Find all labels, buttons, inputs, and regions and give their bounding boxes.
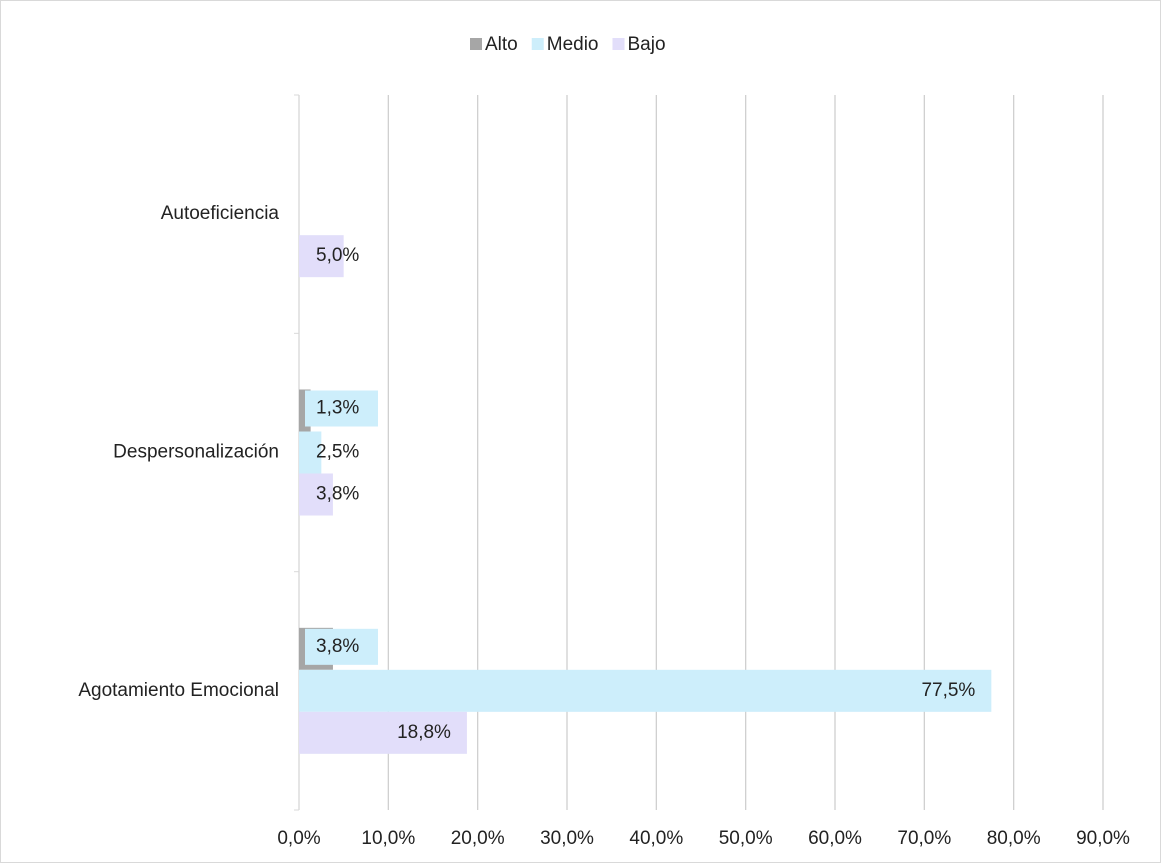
- x-tick-label: 30,0%: [540, 828, 594, 849]
- x-tick-label: 80,0%: [987, 828, 1041, 849]
- data-label: 18,8%: [397, 722, 451, 743]
- bar: [299, 669, 992, 712]
- bar: [299, 711, 467, 754]
- y-tick-label: Despersonalización: [113, 442, 279, 463]
- bar: [299, 431, 322, 474]
- x-tick-label: 60,0%: [808, 828, 862, 849]
- x-tick-label: 90,0%: [1076, 828, 1130, 849]
- legend-label: Bajo: [628, 34, 666, 55]
- x-tick-label: 20,0%: [451, 828, 505, 849]
- data-label: 3,8%: [316, 636, 359, 657]
- data-label-box: [305, 390, 378, 427]
- legend-swatch: [470, 38, 482, 50]
- data-label: 77,5%: [921, 680, 975, 701]
- legend-label: Medio: [547, 34, 599, 55]
- bar: [299, 473, 333, 516]
- bar: [299, 235, 344, 278]
- y-tick-label: Autoeficiencia: [161, 203, 280, 224]
- x-tick-label: 10,0%: [361, 828, 415, 849]
- legend-swatch: [612, 38, 625, 50]
- data-label: 5,0%: [316, 245, 359, 266]
- data-label: 3,8%: [316, 484, 359, 505]
- data-label: 1,3%: [316, 398, 359, 419]
- x-tick-label: 0,0%: [277, 828, 320, 849]
- data-label: 2,5%: [316, 442, 359, 463]
- x-tick-label: 50,0%: [719, 828, 773, 849]
- legend-label: Alto: [485, 34, 518, 55]
- data-label-box: [305, 628, 378, 665]
- x-tick-label: 40,0%: [629, 828, 683, 849]
- legend-swatch: [531, 38, 544, 50]
- y-tick-label: Agotamiento Emocional: [78, 680, 279, 701]
- bar: [299, 389, 311, 432]
- x-tick-label: 70,0%: [897, 828, 951, 849]
